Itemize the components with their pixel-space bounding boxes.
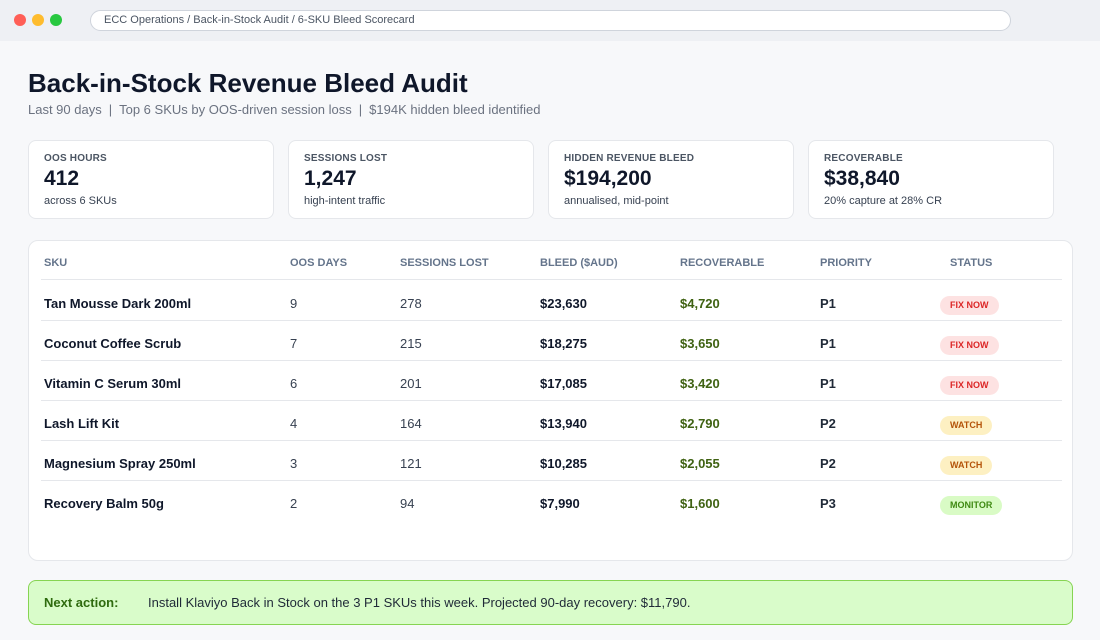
column-header-recoverable[interactable]: RECOVERABLE xyxy=(680,257,765,269)
column-header-sessions-lost[interactable]: SESSIONS LOST xyxy=(400,257,489,269)
cell-priority: P1 xyxy=(820,296,836,311)
cell-sku: Lash Lift Kit xyxy=(44,416,120,431)
cell-bleed: $23,630 xyxy=(540,296,587,311)
kpi-label: RECOVERABLE xyxy=(824,153,903,164)
cell-oos-days: 7 xyxy=(290,336,298,351)
cell-sessions-lost: 121 xyxy=(400,456,422,471)
page-subtitle: Last 90 days | Top 6 SKUs by OOS-driven se… xyxy=(28,102,540,117)
cell-bleed: $18,275 xyxy=(540,336,587,351)
subtitle-scope: Top 6 SKUs by OOS-driven session loss xyxy=(119,102,352,117)
cell-priority: P3 xyxy=(820,496,836,511)
cell-oos-days: 6 xyxy=(290,376,298,391)
address-bar[interactable]: ECC Operations / Back-in-Stock Audit / 6… xyxy=(90,10,1011,31)
kpi-label: OOS HOURS xyxy=(44,153,107,164)
cell-sku: Magnesium Spray 250ml xyxy=(44,456,196,471)
kpi-note: across 6 SKUs xyxy=(44,195,117,207)
kpi-card-sessions-lost: SESSIONS LOST 1,247 high-intent traffic xyxy=(288,140,534,219)
kpi-label: SESSIONS LOST xyxy=(304,153,388,164)
status-badge: FIX NOW xyxy=(940,296,999,315)
cell-sku: Vitamin C Serum 30ml xyxy=(44,376,182,391)
maximize-window-button[interactable] xyxy=(50,14,62,26)
column-header-priority[interactable]: PRIORITY xyxy=(820,257,872,269)
kpi-value: 1,247 xyxy=(304,167,357,190)
cell-oos-days: 3 xyxy=(290,456,298,471)
next-action-banner: Next action: Install Klaviyo Back in Sto… xyxy=(28,580,1073,625)
page-title: Back-in-Stock Revenue Bleed Audit xyxy=(28,68,468,98)
cell-sessions-lost: 164 xyxy=(400,416,422,431)
status-badge: WATCH xyxy=(940,456,993,475)
cell-oos-days: 9 xyxy=(290,296,298,311)
subtitle-separator: | xyxy=(358,102,363,117)
cell-recoverable: $1,600 xyxy=(680,496,720,511)
cell-sku: Tan Mousse Dark 200ml xyxy=(44,296,192,311)
kpi-note: high-intent traffic xyxy=(304,195,386,207)
cell-priority: P1 xyxy=(820,336,836,351)
cell-recoverable: $4,720 xyxy=(680,296,720,311)
minimize-window-button[interactable] xyxy=(32,14,44,26)
cell-priority: P2 xyxy=(820,416,836,431)
cell-bleed: $7,990 xyxy=(540,496,580,511)
cell-sessions-lost: 215 xyxy=(400,336,422,351)
cell-priority: P1 xyxy=(820,376,836,391)
status-badge: FIX NOW xyxy=(940,336,999,355)
kpi-value: 412 xyxy=(44,167,80,190)
close-window-button[interactable] xyxy=(14,14,26,26)
status-badge: FIX NOW xyxy=(940,376,999,395)
cell-recoverable: $2,790 xyxy=(680,416,720,431)
cell-bleed: $13,940 xyxy=(540,416,587,431)
cell-sessions-lost: 201 xyxy=(400,376,422,391)
kpi-value: $194,200 xyxy=(564,167,652,190)
kpi-card-oos-hours: OOS HOURS 412 across 6 SKUs xyxy=(28,140,274,219)
column-header-sku[interactable]: SKU xyxy=(44,257,68,269)
table-row[interactable]: Vitamin C Serum 30ml 6 201 $17,085 $3,42… xyxy=(41,361,1062,401)
cell-recoverable: $3,650 xyxy=(680,336,720,351)
next-action-label: Next action: xyxy=(44,595,119,610)
table-row[interactable]: Recovery Balm 50g 2 94 $7,990 $1,600 P3 … xyxy=(41,481,1062,521)
scorecard-table: SKU OOS DAYS SESSIONS LOST BLEED ($AUD) … xyxy=(28,240,1073,561)
status-badge: WATCH xyxy=(940,416,993,435)
browser-chrome: ECC Operations / Back-in-Stock Audit / 6… xyxy=(0,0,1100,41)
cell-priority: P2 xyxy=(820,456,836,471)
kpi-value: $38,840 xyxy=(824,167,900,190)
subtitle-period: Last 90 days xyxy=(28,102,102,117)
cell-oos-days: 4 xyxy=(290,416,298,431)
table-row[interactable]: Coconut Coffee Scrub 7 215 $18,275 $3,65… xyxy=(41,321,1062,361)
column-header-bleed[interactable]: BLEED ($AUD) xyxy=(540,257,618,269)
cell-recoverable: $2,055 xyxy=(680,456,720,471)
cell-sku: Coconut Coffee Scrub xyxy=(44,336,182,351)
next-action-text: Install Klaviyo Back in Stock on the 3 P… xyxy=(148,595,691,610)
kpi-card-hidden-revenue-bleed: HIDDEN REVENUE BLEED $194,200 annualised… xyxy=(548,140,794,219)
subtitle-separator: | xyxy=(108,102,113,117)
cell-sku: Recovery Balm 50g xyxy=(44,496,164,511)
table-row[interactable]: Lash Lift Kit 4 164 $13,940 $2,790 P2 WA… xyxy=(41,401,1062,441)
subtitle-summary: $194K hidden bleed identified xyxy=(369,102,541,117)
kpi-label: HIDDEN REVENUE BLEED xyxy=(564,153,695,164)
table-row[interactable]: Tan Mousse Dark 200ml 9 278 $23,630 $4,7… xyxy=(41,281,1062,321)
cell-bleed: $17,085 xyxy=(540,376,587,391)
column-header-oos-days[interactable]: OOS DAYS xyxy=(290,257,348,269)
cell-oos-days: 2 xyxy=(290,496,298,511)
kpi-note: annualised, mid-point xyxy=(564,195,669,207)
cell-sessions-lost: 94 xyxy=(400,496,415,511)
column-header-status[interactable]: STATUS xyxy=(950,257,993,269)
kpi-note: 20% capture at 28% CR xyxy=(824,195,943,207)
status-badge: MONITOR xyxy=(940,496,1003,515)
cell-bleed: $10,285 xyxy=(540,456,587,471)
table-header: SKU OOS DAYS SESSIONS LOST BLEED ($AUD) … xyxy=(41,241,1062,280)
kpi-card-recoverable: RECOVERABLE $38,840 20% capture at 28% C… xyxy=(808,140,1054,219)
cell-sessions-lost: 278 xyxy=(400,296,422,311)
cell-recoverable: $3,420 xyxy=(680,376,720,391)
table-row[interactable]: Magnesium Spray 250ml 3 121 $10,285 $2,0… xyxy=(41,441,1062,481)
